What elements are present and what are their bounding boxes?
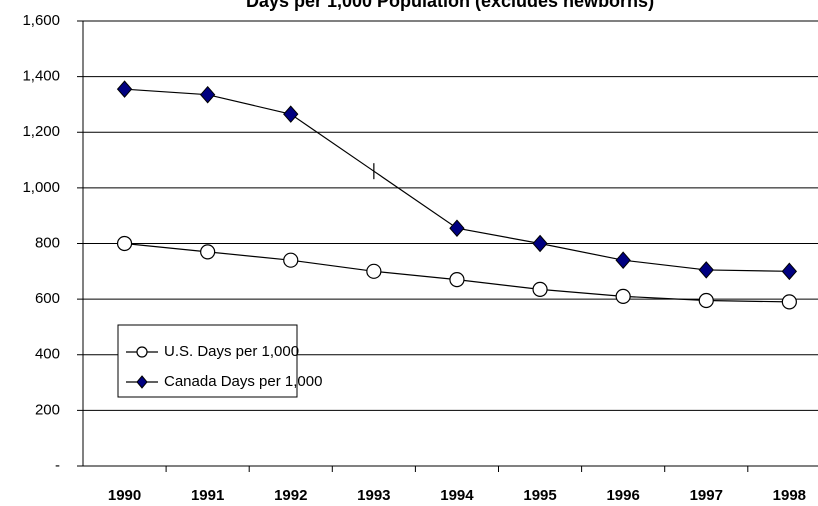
y-tick-label: 1,600 [22, 12, 60, 29]
x-tick-label: 1996 [606, 487, 639, 504]
marker [532, 234, 548, 253]
marker [136, 346, 148, 358]
x-tick-label: 1993 [357, 487, 390, 504]
legend: U.S. Days per 1,000 Canada Days per 1,000 [117, 324, 322, 398]
x-tick-label: 1997 [690, 487, 723, 504]
marker [449, 219, 465, 237]
y-tick-label: 1,200 [22, 123, 60, 140]
legend-box [117, 324, 298, 398]
legend-label: Canada Days per 1,000 [164, 373, 322, 390]
marker [136, 375, 148, 389]
x-tick-label: 1992 [274, 487, 307, 504]
marker [449, 272, 465, 288]
marker [781, 294, 797, 310]
marker [698, 292, 714, 309]
x-tick-label: 1990 [108, 487, 141, 504]
y-tick-label: 1,000 [22, 179, 60, 196]
x-tick-label: 1994 [440, 487, 474, 504]
x-tick-label: 1995 [523, 487, 556, 504]
marker [116, 80, 133, 98]
legend-label: U.S. Days per 1,000 [164, 343, 299, 360]
marker [283, 252, 299, 268]
y-tick-label: 200 [35, 401, 60, 418]
y-tick-label: 400 [35, 346, 60, 363]
marker [200, 244, 216, 260]
marker [615, 288, 631, 304]
marker [366, 263, 382, 279]
marker [283, 105, 299, 123]
y-tick-label: 1,400 [22, 68, 60, 85]
y-tick-label: 800 [35, 234, 60, 251]
marker [615, 251, 631, 269]
marker [781, 262, 798, 281]
x-tick-label: 1991 [191, 487, 224, 504]
marker [116, 235, 133, 252]
marker [532, 281, 548, 297]
x-tick-label: 1998 [773, 487, 806, 504]
chart-title: Days per 1,000 Population (excludes newb… [246, 0, 654, 11]
marker [199, 85, 216, 104]
y-tick-label: 600 [35, 290, 60, 307]
marker [698, 261, 714, 279]
y-tick-label: - [55, 457, 60, 474]
